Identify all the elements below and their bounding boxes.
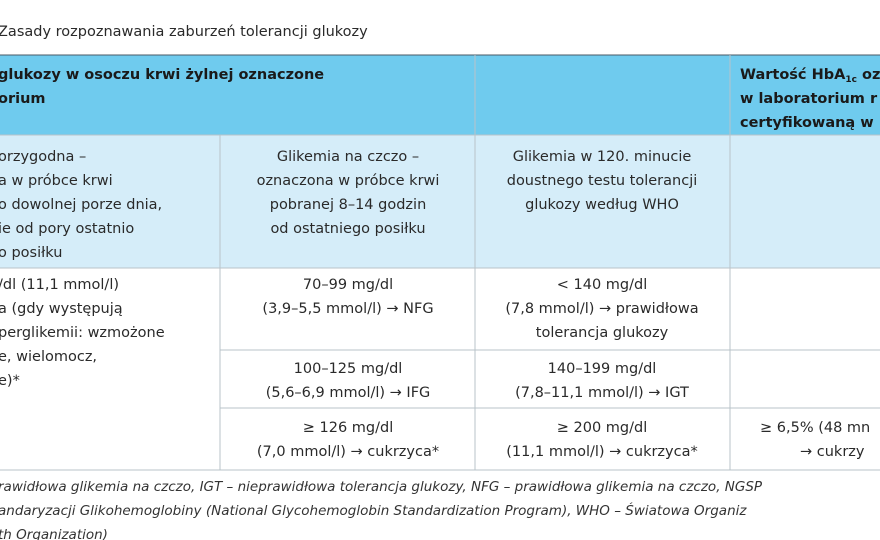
cell-text: (7,8–11,1 mmol/l) → IGT [515,385,689,401]
cell-text: /dl (11,1 mmol/l) [0,277,119,293]
cell-text: 140–199 mg/dl [548,361,657,377]
cell-text: ≥ 6,5% (48 mn [760,420,870,436]
cell-text: a (gdy występują [0,301,123,317]
footnote-text: rawidłowa glikemia na czczo, IGT – niepr… [0,479,763,495]
cell-text: perglikemii: wzmożone [0,325,165,341]
cell-text: e)* [0,373,20,389]
header-text: Wartość HbA [740,67,846,83]
subheader-text: doustnego testu tolerancji [507,173,698,189]
cell-text: ≥ 200 mg/dl [557,420,648,436]
cell-text: < 140 mg/dl [557,277,648,293]
header-bg [0,55,880,135]
cell-text: e, wielomocz, [0,349,97,365]
header-text: certyfikowaną w [740,115,874,131]
subheader-text: Glikemia na czczo – [277,149,419,165]
cell-text: 70–99 mg/dl [303,277,393,293]
footnote-text: th Organization) [0,527,108,540]
header-cell: Wartość HbA1c oz [740,67,880,85]
header-text: glukozy w osoczu krwi żylnej oznaczone [0,67,324,83]
subheader-text: o dowolnej porze dnia, [0,197,162,213]
cell-text: ≥ 126 mg/dl [303,420,394,436]
subheader-text: pobranej 8–14 godzin [270,197,427,213]
subheader-text: oznaczona w próbce krwi [257,173,440,189]
subheader-text: a w próbce krwi [0,173,113,189]
cell-text: tolerancja glukozy [536,325,669,341]
header-text: w laboratorium r [740,91,878,107]
cell-text: (7,0 mmol/l) → cukrzyca* [257,444,439,460]
subheader-text: o posiłku [0,245,62,261]
cell-text: (11,1 mmol/l) → cukrzyca* [506,444,697,460]
cell-text: (3,9–5,5 mmol/l) → NFG [262,301,433,317]
header-text: orium [0,91,46,107]
subheader-text: Glikemia w 120. minucie [513,149,692,165]
footnote-text: andaryzacji Glikohemoglobiny (National G… [0,501,747,519]
header-text: oz [857,67,880,83]
subheader-text: ie od pory ostatnio [0,221,134,237]
cell-text: → cukrzy [800,444,865,460]
table-title: Zasady rozpoznawania zaburzeń tolerancji… [0,24,368,40]
subheader-text: od ostatniego posiłku [270,221,425,237]
cell-text: (5,6–6,9 mmol/l) → IFG [266,385,431,401]
cell-text: 100–125 mg/dl [294,361,403,377]
header-subscript: 1c [845,75,857,85]
subheader-text: orzygodna – [0,149,86,165]
subheader-text: glukozy według WHO [525,197,679,213]
subheader-bg [0,135,880,268]
cell-text: (7,8 mmol/l) → prawidłowa [505,301,698,317]
